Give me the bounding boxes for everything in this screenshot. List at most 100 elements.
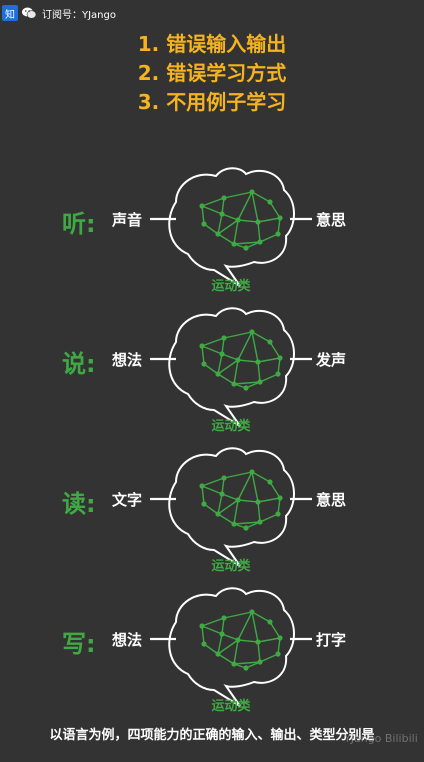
network-edge xyxy=(259,233,279,243)
network-edge xyxy=(257,217,281,223)
network-edge xyxy=(259,513,279,523)
network-node xyxy=(243,385,249,391)
network-edge xyxy=(221,213,239,221)
network-node xyxy=(199,483,205,489)
head-brain-icon xyxy=(150,167,312,287)
network-edge xyxy=(201,477,225,487)
network-node xyxy=(243,525,249,531)
network-edge xyxy=(251,191,271,203)
ability-label: 听: xyxy=(62,210,96,238)
network-edge xyxy=(201,337,225,347)
network-edge xyxy=(269,201,281,219)
network-edge xyxy=(277,217,281,235)
network-node xyxy=(235,357,241,363)
network-node xyxy=(221,475,227,481)
input-label: 声音 xyxy=(112,211,143,229)
network-node xyxy=(201,221,207,227)
source-bar: 知 订阅号：YJango xyxy=(2,4,116,22)
network-node xyxy=(267,619,273,625)
network-edge xyxy=(257,501,261,523)
network-edge xyxy=(221,197,225,215)
ability-label: 写: xyxy=(62,630,96,658)
network-node xyxy=(275,371,281,377)
network-node xyxy=(257,239,263,245)
network-edge xyxy=(237,191,253,221)
network-node xyxy=(215,651,221,657)
network-edge xyxy=(251,331,259,363)
network-edge xyxy=(257,357,281,363)
network-edge xyxy=(233,219,239,245)
network-edge xyxy=(257,221,261,243)
network-edge xyxy=(233,661,261,665)
network-edge xyxy=(237,639,259,643)
network-edge xyxy=(201,625,223,635)
network-node xyxy=(235,497,241,503)
network-edge xyxy=(201,485,205,505)
network-node xyxy=(243,665,249,671)
network-edge xyxy=(251,611,271,623)
network-node xyxy=(235,637,241,643)
network-node xyxy=(267,479,273,485)
network-edge xyxy=(237,499,259,503)
headline-list: 1. 错误输入输出 2. 错误学习方式 3. 不用例子学习 xyxy=(0,30,424,117)
input-label: 想法 xyxy=(112,351,143,369)
network-node xyxy=(221,335,227,341)
network-node xyxy=(275,231,281,237)
wechat-icon xyxy=(22,7,37,19)
network-node xyxy=(219,491,225,497)
network-edge xyxy=(259,653,279,663)
network-node xyxy=(257,519,263,525)
head-outline xyxy=(168,167,295,287)
network-edge xyxy=(259,373,279,383)
network-node xyxy=(249,609,255,615)
network-node xyxy=(221,615,227,621)
network-node xyxy=(277,355,283,361)
network-node xyxy=(249,329,255,335)
ability-row-write: 写: 想法 打字 运动类 xyxy=(0,582,424,722)
network-node xyxy=(277,495,283,501)
network-node xyxy=(243,245,249,251)
network-edge xyxy=(223,191,253,199)
network-node xyxy=(201,641,207,647)
network-edge xyxy=(221,337,225,355)
network-edge xyxy=(277,497,281,515)
network-edge xyxy=(251,191,259,223)
headline-line: 1. 错误输入输出 xyxy=(137,32,287,56)
network-edge xyxy=(201,205,205,225)
output-label: 打字 xyxy=(316,631,347,649)
head-outline xyxy=(168,587,295,707)
network-edge xyxy=(237,219,259,223)
network-edge xyxy=(237,331,253,361)
network-edge xyxy=(217,639,239,655)
network-node xyxy=(201,361,207,367)
network-edge xyxy=(221,477,225,495)
network-node xyxy=(199,203,205,209)
network-edge xyxy=(223,471,253,479)
network-edge xyxy=(277,357,281,375)
network-edge xyxy=(269,341,281,359)
network-edge xyxy=(233,499,239,525)
network-node xyxy=(235,217,241,223)
network-edge xyxy=(233,521,261,525)
network-node xyxy=(275,511,281,517)
network-edge xyxy=(217,499,239,515)
network-edge xyxy=(223,331,253,339)
network-edge xyxy=(251,331,271,343)
input-label: 文字 xyxy=(112,491,143,509)
network-node xyxy=(219,351,225,357)
network-edge xyxy=(217,633,223,655)
network-edge xyxy=(217,353,223,375)
network-node xyxy=(255,499,261,505)
network-edge xyxy=(201,485,223,495)
caption: 以语言为例，四项能力的正确的输入、输出、类型分别是 xyxy=(49,728,375,743)
network-edge xyxy=(201,197,225,207)
ability-row-speak: 说: 想法 发声 运动类 xyxy=(0,302,424,442)
network-node xyxy=(255,639,261,645)
subscription-text: 订阅号：YJango xyxy=(42,9,116,21)
network-edge xyxy=(217,373,235,385)
network-edge xyxy=(233,639,239,665)
network-edge xyxy=(203,503,219,515)
network-edge xyxy=(233,359,239,385)
network-edge xyxy=(203,363,219,375)
network-node xyxy=(201,501,207,507)
